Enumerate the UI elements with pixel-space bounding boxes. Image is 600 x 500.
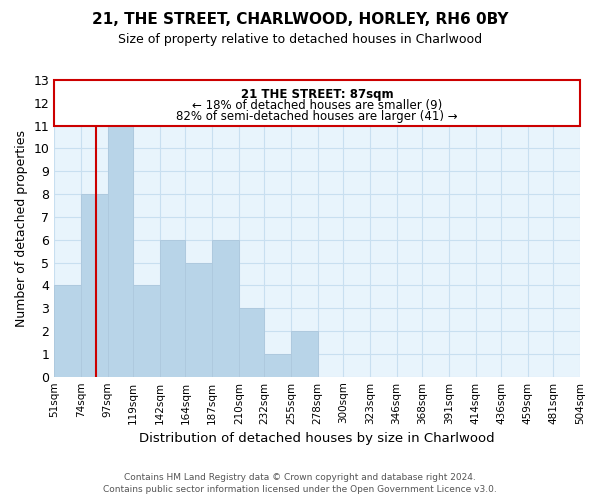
Bar bbox=[81, 194, 107, 376]
Text: Size of property relative to detached houses in Charlwood: Size of property relative to detached ho… bbox=[118, 32, 482, 46]
Bar bbox=[185, 262, 212, 376]
Bar bbox=[133, 286, 160, 376]
Bar bbox=[54, 286, 81, 376]
Text: Contains HM Land Registry data © Crown copyright and database right 2024.: Contains HM Land Registry data © Crown c… bbox=[124, 474, 476, 482]
Bar bbox=[239, 308, 265, 376]
Bar bbox=[107, 126, 133, 376]
Bar bbox=[291, 331, 318, 376]
Text: Contains public sector information licensed under the Open Government Licence v3: Contains public sector information licen… bbox=[103, 485, 497, 494]
Bar bbox=[265, 354, 291, 376]
Bar bbox=[212, 240, 239, 376]
Text: 21 THE STREET: 87sqm: 21 THE STREET: 87sqm bbox=[241, 88, 394, 101]
Bar bbox=[54, 80, 580, 126]
Y-axis label: Number of detached properties: Number of detached properties bbox=[15, 130, 28, 327]
Text: ← 18% of detached houses are smaller (9): ← 18% of detached houses are smaller (9) bbox=[192, 98, 442, 112]
Text: 82% of semi-detached houses are larger (41) →: 82% of semi-detached houses are larger (… bbox=[176, 110, 458, 122]
X-axis label: Distribution of detached houses by size in Charlwood: Distribution of detached houses by size … bbox=[139, 432, 495, 445]
Text: 21, THE STREET, CHARLWOOD, HORLEY, RH6 0BY: 21, THE STREET, CHARLWOOD, HORLEY, RH6 0… bbox=[92, 12, 508, 28]
Bar bbox=[160, 240, 185, 376]
